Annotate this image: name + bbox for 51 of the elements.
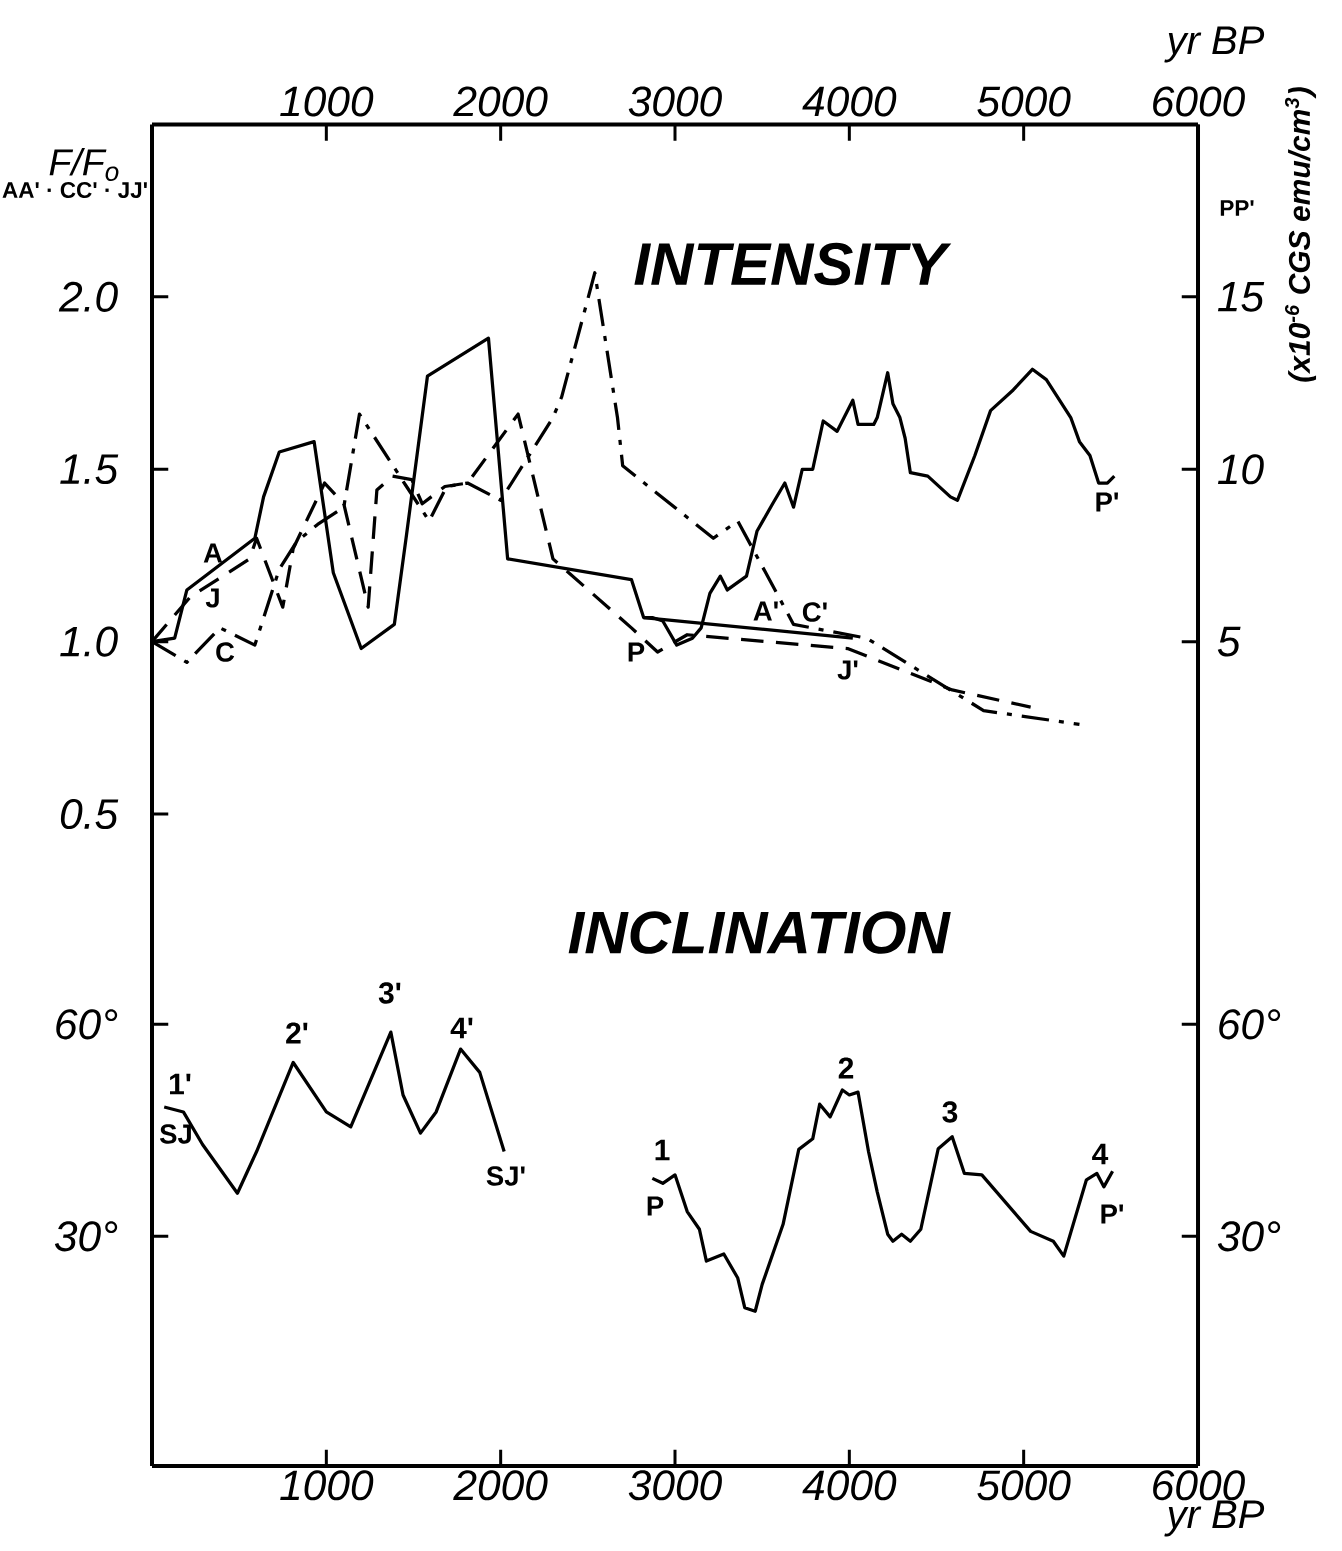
- x-tick-label: 3000: [628, 1470, 722, 1501]
- annotation: 1: [655, 1139, 670, 1161]
- annotation: J': [837, 660, 858, 680]
- y2-tick-label: 15: [1217, 282, 1265, 312]
- annotation: A': [753, 601, 778, 621]
- x-axis-title: yr BP: [1164, 1500, 1265, 1537]
- y2-tick-label: 30°: [1217, 1221, 1281, 1252]
- y2-tick-label: 5: [1217, 626, 1241, 657]
- text: PP': [1220, 200, 1254, 216]
- annotation: J: [205, 588, 219, 608]
- y-axis-title: F/F$_{o}$: [49, 148, 119, 181]
- chart-title: INCLINATION: [568, 911, 951, 954]
- x-tick-label: 2000: [453, 86, 548, 117]
- text: INTENSITY: [634, 242, 952, 286]
- y-tick-label: 60°: [56, 1009, 118, 1040]
- annotation: 4': [450, 1017, 473, 1039]
- y2-tick-label: 60°: [1219, 1009, 1281, 1040]
- annotation: P: [628, 642, 645, 662]
- y-tick-label: 0.5: [60, 798, 119, 830]
- y-tick-label: 2.0: [58, 281, 118, 312]
- y-tick-label: 30°: [54, 1221, 118, 1252]
- annotation: SJ: [159, 1124, 191, 1144]
- annotation: C': [802, 602, 827, 622]
- annotation: 4: [1092, 1143, 1109, 1165]
- y2-tick-label: 10: [1217, 454, 1264, 485]
- annotation: 2: [838, 1057, 854, 1079]
- annotation: P': [1101, 1204, 1124, 1224]
- x-tick-label: 1000: [280, 86, 374, 117]
- x-tick-label: 3000: [628, 86, 722, 117]
- x-tick-label: 2000: [453, 1470, 548, 1501]
- x-axis-title: yr BP: [1164, 26, 1265, 63]
- x-tick-label: 5000: [977, 1470, 1071, 1501]
- annotation: SJ': [486, 1166, 525, 1186]
- x-tick-label: 1000: [280, 1470, 374, 1501]
- annotation: C: [216, 642, 235, 662]
- annotation: 1': [170, 1073, 191, 1095]
- y2-axis-title: (x10$^{-6}$ CGS emu/cm$^{3}$): [1284, 87, 1317, 382]
- y-tick-label: 1.0: [60, 626, 118, 657]
- text: AA' · CC' · JJ': [2, 182, 147, 198]
- annotation: P: [647, 1196, 664, 1216]
- y-tick-label: 1.5: [60, 454, 119, 485]
- annotation: P': [1096, 492, 1118, 512]
- x-tick-label: 6000: [1153, 1470, 1245, 1501]
- x-tick-label: 5000: [977, 86, 1071, 117]
- annotation: A: [203, 543, 223, 563]
- annotation: 3': [378, 982, 401, 1004]
- annotation: 3: [942, 1101, 958, 1123]
- x-tick-label: 6000: [1153, 86, 1245, 117]
- x-tick-label: 4000: [802, 1470, 897, 1501]
- annotation: 2': [286, 1022, 308, 1044]
- x-tick-label: 4000: [802, 86, 897, 117]
